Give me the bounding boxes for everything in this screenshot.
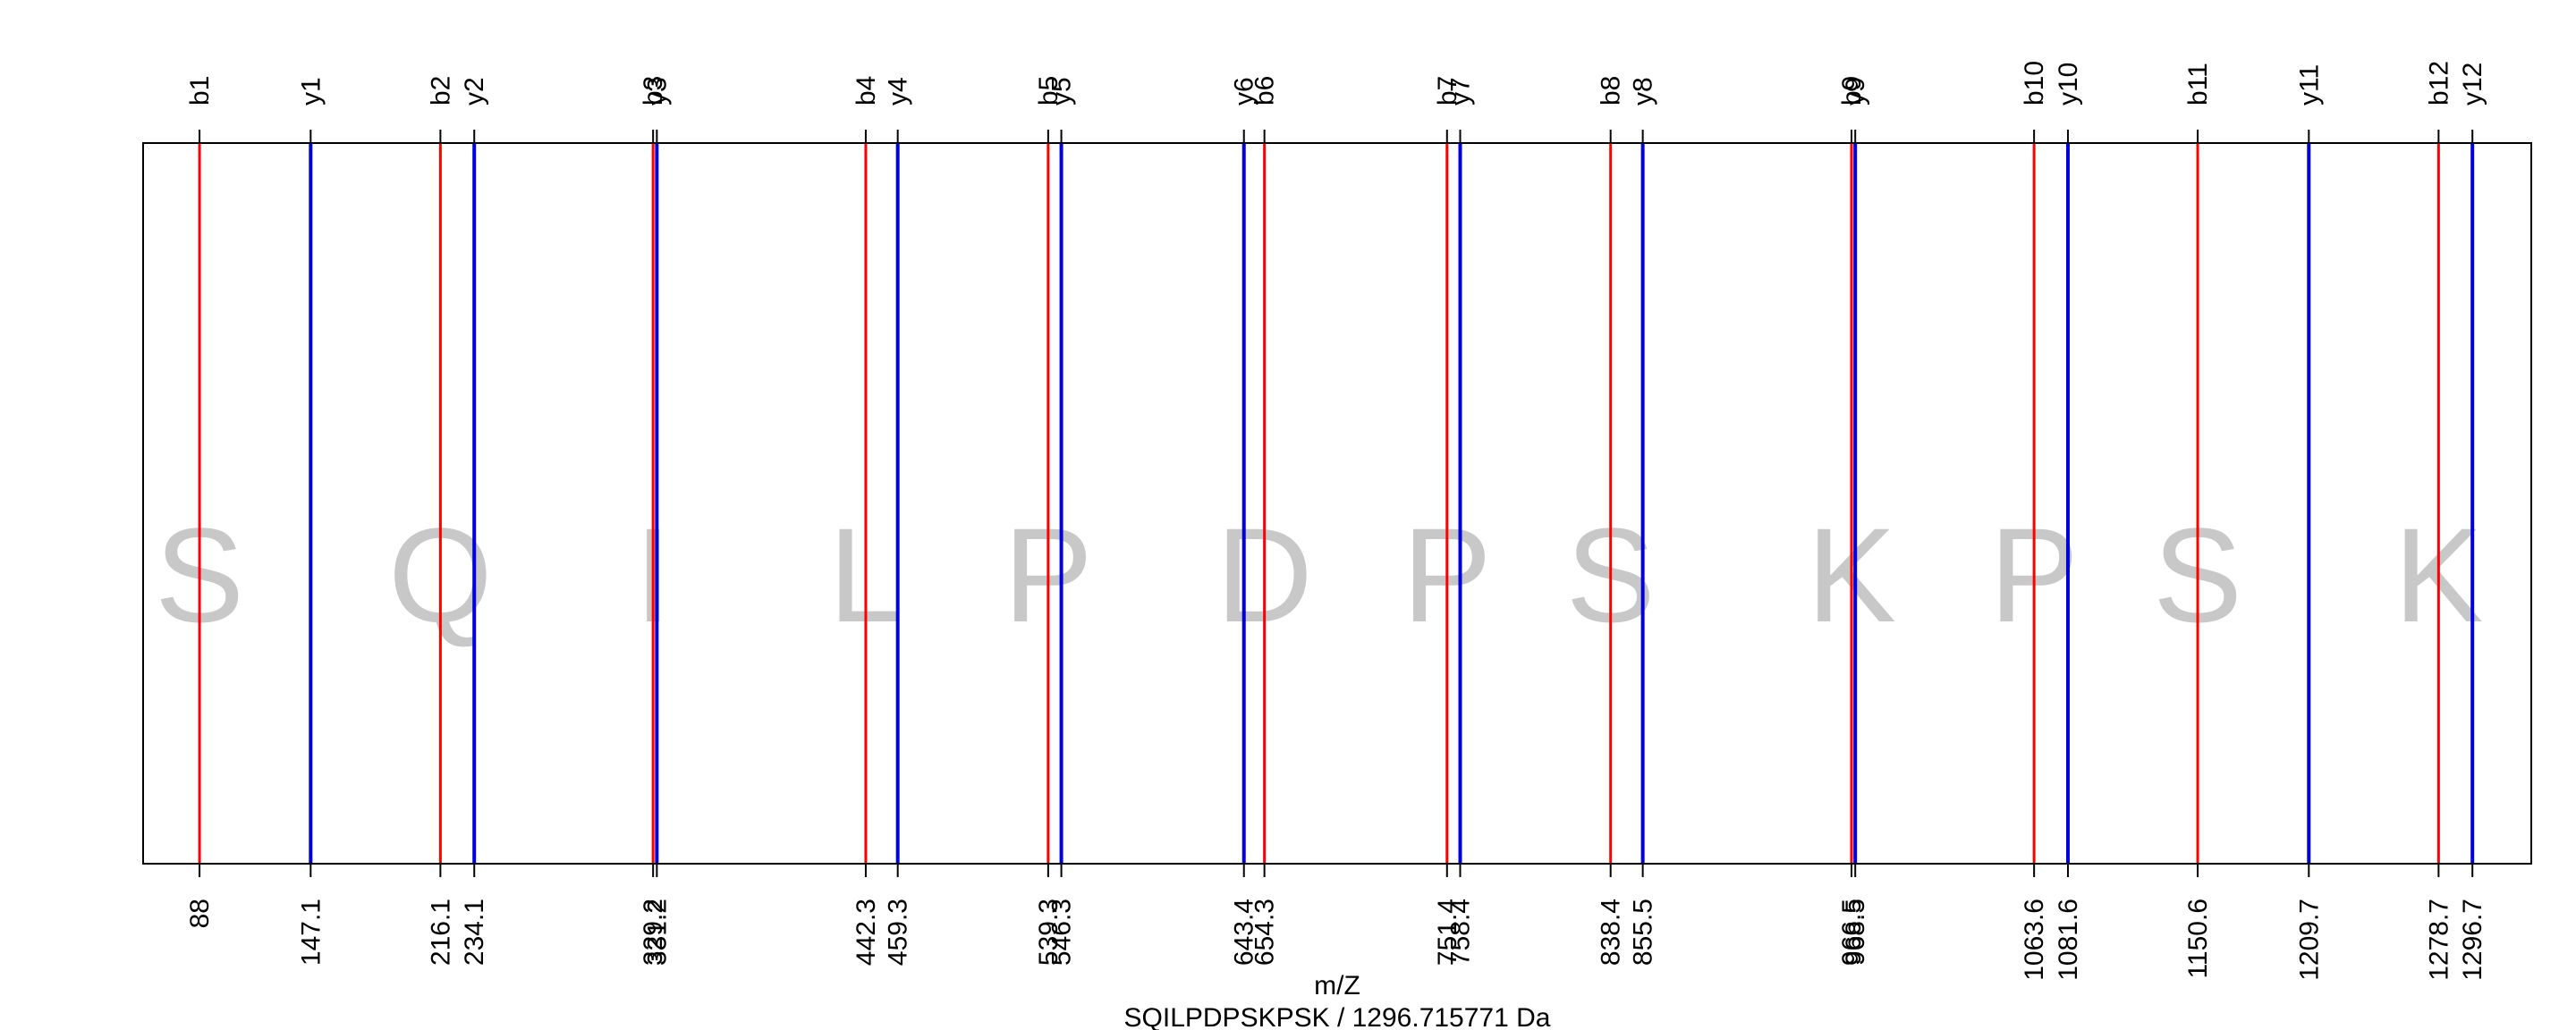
y-ion-label: y9: [1841, 77, 1870, 106]
b-ion-label: b10: [2020, 61, 2049, 106]
y-ion-label: y1: [296, 77, 326, 106]
b-ion-label: b8: [1597, 76, 1626, 106]
mz-tick-label: 758.4: [1445, 899, 1475, 966]
mz-tick-label: 968.5: [1841, 899, 1870, 966]
y-ion-label: y3: [642, 77, 672, 106]
mz-tick-label: 966.5: [1837, 899, 1867, 966]
y-ion-label: y11: [2294, 64, 2324, 106]
y-ion-label: y8: [1629, 77, 1658, 106]
y-ion-label: y4: [884, 77, 913, 106]
b-ion-label: b1: [185, 76, 215, 106]
residue-letters: SQILPDPSKPSK: [155, 500, 2483, 650]
y-ion-label: y12: [2458, 63, 2487, 106]
b-ion-label: b6: [1250, 76, 1280, 106]
ion-labels-top: b1 b2 b3 b4 b5 b6 b7 b8 b9 b10 b11 b12 y1 y2 y3 y4 y5 y6 y…: [185, 61, 2487, 143]
mz-tick-label: 88: [185, 899, 215, 928]
mz-tick-label: 838.4: [1597, 899, 1626, 966]
mz-tick-label: 539.3: [1034, 899, 1063, 966]
mz-tick-label: 546.3: [1047, 899, 1077, 966]
mz-tick-label: 1296.7: [2458, 899, 2487, 981]
mz-tick-label: 329.2: [639, 899, 668, 966]
plot-frame: [142, 142, 2532, 865]
mz-tick-label: 1278.7: [2424, 899, 2453, 981]
mz-tick-label: 643.4: [1230, 899, 1259, 966]
y-ion-label: y6: [1230, 77, 1259, 106]
y-ion-label: y2: [460, 77, 489, 106]
y-ion-label: y5: [1047, 77, 1077, 106]
mz-tick-label: 331.2: [642, 899, 672, 966]
b-ion-label: b2: [426, 76, 455, 106]
mz-tick-label: 234.1: [460, 899, 489, 966]
mz-tick-label: 216.1: [426, 899, 455, 966]
b-ion-label: b5: [1034, 76, 1063, 106]
b-ion-label: b3: [639, 76, 668, 106]
y-ion-label: y7: [1445, 77, 1475, 106]
mz-tick-label: 1063.6: [2020, 899, 2049, 981]
mz-tick-label: 459.3: [884, 899, 913, 966]
chart-subtitle: SQILPDPSKPSK / 1296.715771 Da: [1124, 1003, 1551, 1030]
b-ion-label: b11: [2183, 63, 2213, 106]
x-axis-label: m/Z: [1314, 971, 1360, 1000]
mz-tick-label: 1081.6: [2054, 899, 2083, 981]
mz-labels-bottom: 88 216.1 329.2 442.3 539.3 654.3 751.4 838.4 966…: [185, 864, 2487, 981]
b-ion-label: b9: [1837, 76, 1867, 106]
mz-tick-label: 751.4: [1433, 899, 1462, 966]
mz-tick-label: 855.5: [1629, 899, 1658, 966]
mz-tick-label: 1150.6: [2183, 899, 2213, 979]
b-ion-label: b7: [1433, 76, 1462, 106]
mz-tick-label: 654.3: [1250, 899, 1280, 966]
b-ion-label: b12: [2424, 61, 2453, 106]
mz-tick-label: 147.1: [296, 899, 326, 966]
b-ion-label: b4: [852, 76, 881, 106]
mz-tick-label: 1209.7: [2294, 899, 2324, 981]
ion-lines: [198, 143, 2475, 864]
y-ion-label: y10: [2054, 63, 2083, 106]
mz-tick-label: 442.3: [852, 899, 881, 966]
